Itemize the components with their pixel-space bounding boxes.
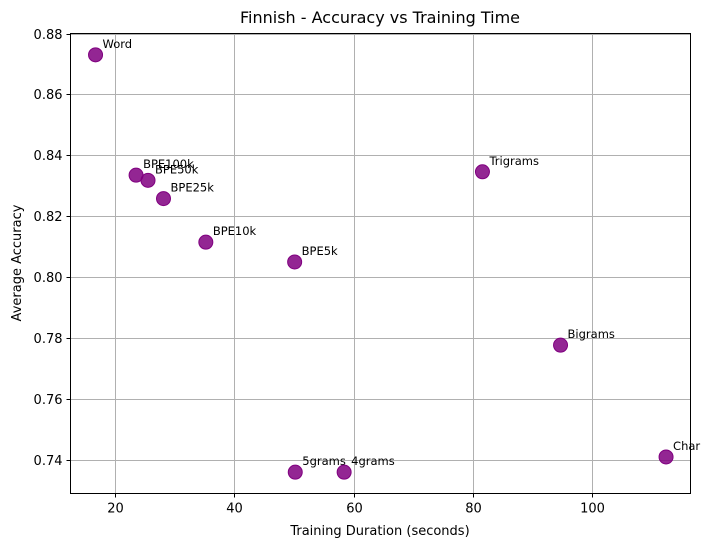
grid [70, 33, 691, 494]
data-point-label: BPE10k [213, 224, 257, 238]
data-point [156, 191, 171, 207]
data-point-label: 5grams [302, 454, 346, 468]
data-point [88, 47, 104, 63]
y-tick-label: 0.78 [34, 332, 63, 347]
data-point-label: Char [673, 439, 700, 453]
data-point-label: Word [103, 37, 133, 51]
y-tick-label: 0.74 [34, 454, 63, 469]
plot-frame [70, 33, 691, 494]
data-point [140, 172, 156, 188]
data-point [198, 234, 214, 250]
x-tick-label: 60 [346, 502, 363, 517]
x-tick-label: 80 [465, 502, 482, 517]
data-point-label: BPE5k [302, 244, 338, 258]
y-tick-label: 0.80 [34, 271, 63, 286]
data-point-label: 4grams [351, 454, 395, 468]
data-point [287, 254, 303, 270]
data-point-label: BPE50k [155, 162, 199, 176]
y-tick-label: 0.82 [34, 210, 63, 225]
data-point [658, 449, 674, 465]
x-axis-label: Training Duration (seconds) [289, 524, 469, 539]
data-point-label: Trigrams [488, 154, 539, 168]
axis-ticks: 20 40 60 80 100 0.74 0.76 0.78 0.80 0.82 0.84 0.86 0… [34, 28, 605, 517]
data-point [336, 464, 352, 480]
y-tick-label: 0.84 [34, 149, 63, 164]
data-point [474, 164, 490, 180]
data-point [287, 464, 303, 480]
data-point [553, 337, 569, 353]
y-axis-label: Average Accuracy [10, 204, 25, 321]
y-tick-label: 0.88 [34, 28, 63, 43]
x-tick-label: 100 [580, 502, 605, 517]
y-tick-label: 0.86 [34, 88, 63, 103]
x-tick-label: 40 [226, 502, 243, 517]
data-point-label: BPE25k [171, 181, 215, 195]
y-tick-label: 0.76 [34, 393, 63, 408]
chart-title: Finnish - Accuracy vs Training Time [240, 8, 520, 27]
data-point-label: BPE100k [143, 157, 194, 171]
data-point-label: Bigrams [568, 327, 615, 341]
x-tick-label: 20 [107, 502, 124, 517]
